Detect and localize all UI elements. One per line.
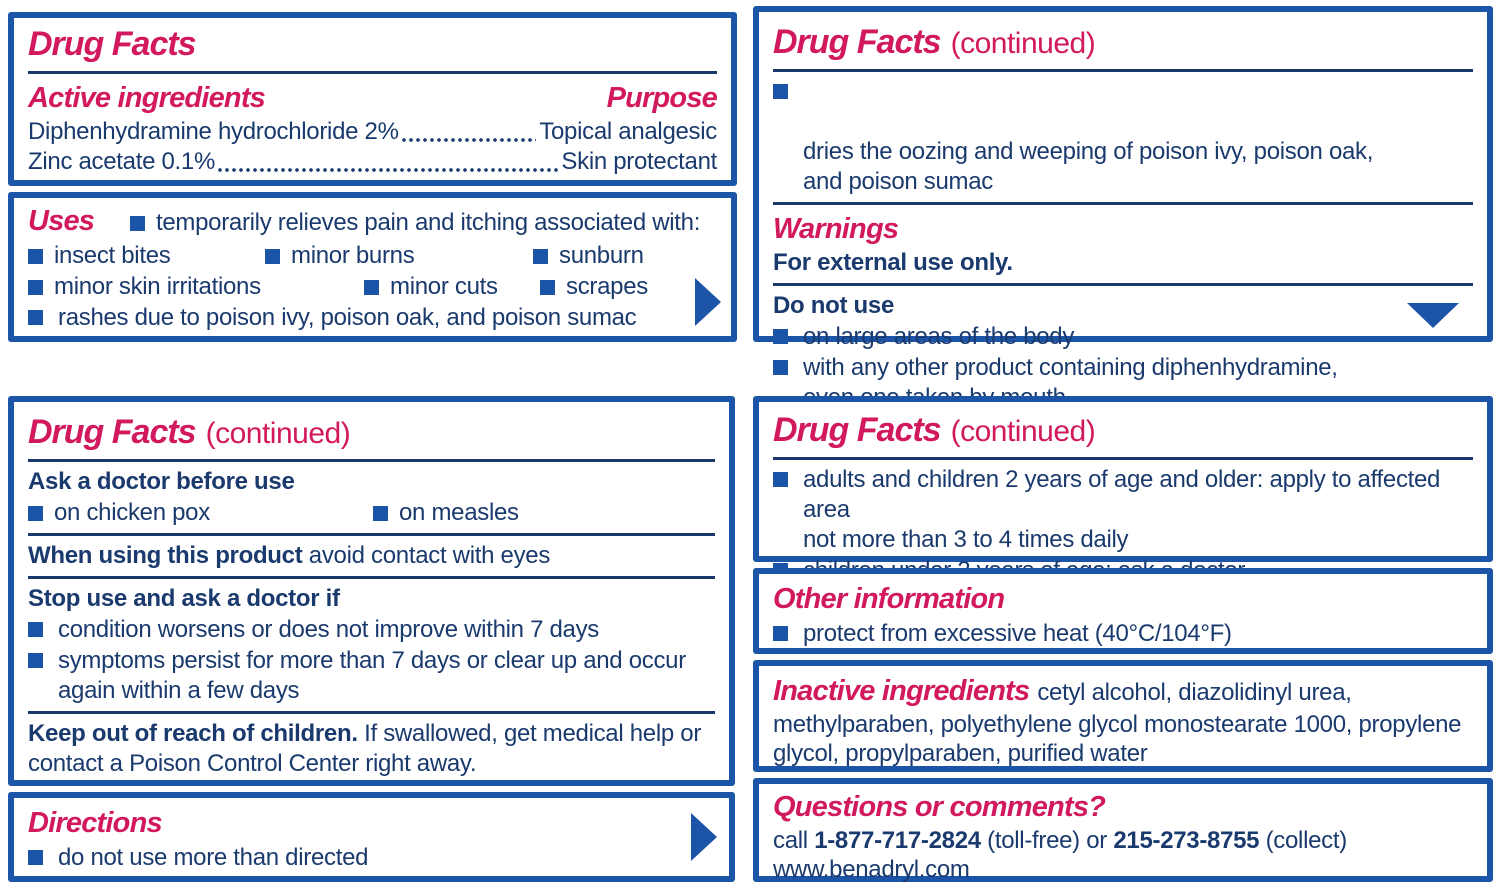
continued-label: (continued) — [950, 27, 1096, 60]
divider-rule — [28, 533, 715, 536]
stop-use-heading: Stop use and ask a doctor if — [28, 585, 340, 612]
ask-doctor-row: on chicken pox on measles — [28, 498, 715, 528]
continued-label: (continued) — [205, 417, 351, 450]
ingredient-name: Zinc acetate 0.1% — [28, 148, 216, 175]
directions-item: do not use more than directed — [28, 843, 715, 873]
do-not-use-heading: Do not use — [773, 292, 894, 319]
ingredient-row: Zinc acetate 0.1% Skin protectant — [28, 147, 717, 177]
use-item: minor cuts — [364, 272, 540, 302]
ingredient-purpose: Skin protectant — [561, 148, 717, 175]
phone-tollfree: 1-877-717-2824 — [814, 827, 981, 854]
divider-rule — [773, 69, 1473, 72]
condition-item: on measles — [373, 498, 519, 528]
bullet-square-icon — [773, 329, 788, 344]
when-using-text: When using this product avoid contact wi… — [28, 542, 551, 569]
drug-facts-title-row: Drug Facts (continued) — [773, 408, 1473, 452]
divider-rule — [773, 283, 1473, 286]
bullet-square-icon — [28, 506, 43, 521]
drug-facts-title: Drug Facts — [28, 25, 197, 63]
bullet-square-icon — [130, 216, 145, 231]
panel-warnings: Drug Facts (continued) dries the oozing a… — [753, 6, 1493, 411]
condition-item: on chicken pox — [28, 498, 373, 528]
panel-other-information: Other information protect from excessive… — [753, 568, 1493, 654]
panel-directions-continued: Drug Facts (continued) adults and childre… — [753, 396, 1493, 584]
ingredient-purpose: Topical analgesic — [539, 118, 717, 145]
ingredient-row: Diphenhydramine hydrochloride 2% Topical… — [28, 117, 717, 147]
external-use-text: For external use only. — [773, 249, 1013, 276]
bullet-square-icon — [773, 472, 788, 487]
bullet-square-icon — [28, 850, 43, 865]
bullet-square-icon — [373, 506, 388, 521]
ask-doctor-heading: Ask a doctor before use — [28, 468, 295, 495]
bullet-square-icon — [773, 360, 788, 375]
warnings-heading: Warnings — [773, 213, 899, 245]
continued-label: (continued) — [950, 415, 1096, 448]
drug-facts-title: Drug Facts — [773, 411, 942, 449]
divider-rule — [28, 711, 715, 714]
dot-leader — [218, 147, 559, 177]
warning-item: on large areas of the body — [773, 322, 1473, 352]
bullet-square-icon — [28, 622, 43, 637]
purpose-heading: Purpose — [606, 82, 718, 114]
continued-arrow-right-icon — [691, 813, 717, 861]
phone-line: call 1-877-717-2824 (toll-free) or 215-2… — [773, 827, 1347, 854]
uses-heading: Uses — [28, 205, 95, 237]
questions-heading: Questions or comments? — [773, 791, 1106, 823]
use-item: minor burns — [265, 241, 533, 271]
panel-inactive-ingredients: Inactive ingredients cetyl alcohol, diazo… — [753, 660, 1493, 772]
bullet-square-icon — [28, 249, 43, 264]
stop-use-item: symptoms persist for more than 7 days or… — [28, 646, 715, 706]
warning-item: dries the oozing and weeping of poison i… — [773, 77, 1473, 197]
bullet-square-icon — [773, 84, 788, 99]
use-item: sunburn — [533, 241, 644, 271]
panel-active-ingredients: Drug Facts Active ingredients Purpose Di… — [8, 12, 737, 186]
use-item: rashes due to poison ivy, poison oak, an… — [28, 303, 717, 333]
bullet-square-icon — [265, 249, 280, 264]
directions-heading: Directions — [28, 807, 163, 839]
keep-out-of-reach-text: Keep out of reach of children. If swallo… — [28, 720, 702, 777]
active-ingredients-heading: Active ingredients — [28, 82, 266, 114]
bullet-square-icon — [364, 280, 379, 295]
bullet-square-icon — [28, 653, 43, 668]
bullet-square-icon — [540, 280, 555, 295]
panel-uses: Uses temporarily relieves pain and itchi… — [8, 192, 737, 342]
panel-directions: Directions do not use more than directed — [8, 792, 735, 882]
divider-rule — [773, 202, 1473, 205]
panel-questions: Questions or comments? call 1-877-717-28… — [753, 778, 1493, 883]
continued-arrow-down-icon — [1407, 303, 1459, 328]
drug-facts-title-row: Drug Facts (continued) — [28, 410, 715, 454]
panel-warnings-continued: Drug Facts (continued) Ask a doctor befor… — [8, 396, 735, 786]
other-information-item: protect from excessive heat (40°C/104°F) — [773, 619, 1473, 649]
bullet-square-icon — [773, 626, 788, 641]
dot-leader — [401, 117, 537, 147]
drug-facts-title-row: Drug Facts (continued) — [773, 20, 1473, 64]
continued-arrow-right-icon — [695, 278, 721, 326]
divider-rule — [28, 576, 715, 579]
uses-row: minor skin irritations minor cuts scrape… — [28, 272, 717, 302]
uses-row: insect bites minor burns sunburn — [28, 241, 717, 271]
divider-rule — [773, 457, 1473, 460]
inactive-ingredients-text: Inactive ingredients cetyl alcohol, diazo… — [773, 675, 1462, 767]
other-information-heading: Other information — [773, 583, 1005, 615]
use-item: insect bites — [28, 241, 265, 271]
website-text: www.benadryl.com — [773, 856, 970, 883]
phone-collect: 215-273-8755 — [1113, 827, 1260, 854]
use-item: scrapes — [540, 272, 648, 302]
dosage-item: adults and children 2 years of age and o… — [773, 465, 1473, 555]
divider-rule — [28, 459, 715, 462]
divider-rule — [28, 71, 717, 74]
ingredient-name: Diphenhydramine hydrochloride 2% — [28, 118, 399, 145]
bullet-square-icon — [28, 310, 43, 325]
bullet-square-icon — [28, 280, 43, 295]
use-item: minor skin irritations — [28, 272, 364, 302]
uses-intro: temporarily relieves pain and itching as… — [130, 208, 700, 238]
drug-facts-title: Drug Facts — [28, 413, 197, 451]
stop-use-item: condition worsens or does not improve wi… — [28, 615, 715, 645]
bullet-square-icon — [533, 249, 548, 264]
inactive-ingredients-heading: Inactive ingredients — [773, 675, 1030, 707]
drug-facts-title: Drug Facts — [773, 23, 942, 61]
